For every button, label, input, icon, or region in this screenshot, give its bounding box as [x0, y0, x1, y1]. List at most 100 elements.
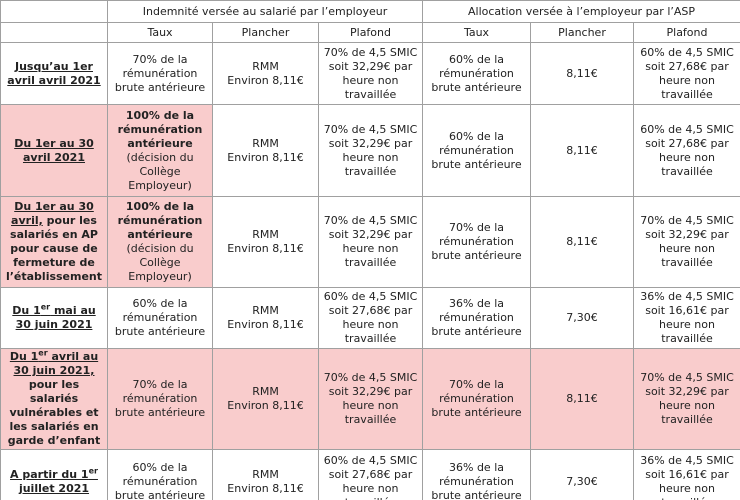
period-text: Du 1 [12, 304, 41, 317]
cell-line: 100% de la rémunération antérieure [117, 108, 203, 150]
cell: 36% de 4,5 SMIC soit 16,61€ par heure no… [632, 449, 740, 500]
cell-line: 70% de 4,5 SMIC soit 32,29€ par heure no… [323, 122, 418, 178]
cell-line: RMM [252, 385, 279, 398]
header-row: Taux Plancher Plafond Taux Plancher Plafond [0, 22, 740, 43]
group-header: Indemnité versée au salarié par l’employ… [107, 0, 423, 23]
cell-line: 8,11€ [566, 392, 598, 405]
row-label: Du 1er mai au 30 juin 2021 [0, 287, 108, 349]
cell: 60% de 4,5 SMIC soit 27,68€ par heure no… [632, 104, 740, 197]
cell-line: 36% de 4,5 SMIC soit 16,61€ par heure no… [640, 290, 734, 345]
table-row: A partir du 1er juillet 2021 60% de la ré… [0, 449, 740, 500]
period-text: Jusqu’au 1er avril avril 2021 [7, 59, 101, 87]
cell: 100% de la rémunération antérieure (décis… [107, 196, 213, 288]
cell: 70% de 4,5 SMIC soit 32,29€ par heure no… [318, 348, 423, 450]
cell-line: Environ 8,11€ [227, 318, 304, 331]
column-header: Taux [422, 22, 531, 43]
cell: 70% de la rémunération brute antérieure [422, 196, 531, 288]
cell: 8,11€ [530, 348, 634, 450]
cell-line: 70% de la rémunération brute antérieure [431, 378, 522, 419]
period: Du 1er au 30 avril 2021 [14, 137, 94, 164]
empty-cell [0, 22, 108, 43]
superscript: er [38, 348, 48, 358]
period-text: Du 1 [9, 350, 39, 363]
cell-line: 60% de la rémunération brute antérieure [114, 460, 206, 500]
cell: 100% de la rémunération antérieure (décis… [107, 104, 213, 197]
cell: RMM Environ 8,11€ [212, 42, 319, 105]
cell: 70% de 4,5 SMIC soit 32,29€ par heure no… [318, 196, 423, 288]
cell: 70% de 4,5 SMIC soit 32,29€ par heure no… [318, 42, 423, 105]
cell-line: 60% de 4,5 SMIC soit 27,68€ par heure no… [640, 45, 734, 101]
cell-line: 60% de 4,5 SMIC soit 27,68€ par heure no… [323, 453, 418, 500]
cell: 7,30€ [530, 287, 634, 349]
cell: 60% de la rémunération brute antérieure [107, 287, 213, 349]
cell-line: 8,11€ [566, 66, 598, 80]
table-row: Jusqu’au 1er avril avril 2021 70% de la r… [0, 42, 740, 105]
period: Du 1er avril au 30 juin 2021, [9, 348, 99, 378]
column-header: Plancher [212, 22, 319, 43]
group-header: Allocation versée à l’employeur par l’AS… [421, 0, 740, 23]
cell: 70% de la rémunération brute antérieure [422, 348, 531, 450]
cell-line: (décision du Collège Employeur) [126, 242, 194, 283]
cell: 60% de 4,5 SMIC soit 27,68€ par heure no… [632, 42, 740, 105]
period: Du 1er mai au 30 juin 2021 [12, 302, 96, 331]
cell-line: Environ 8,11€ [227, 399, 304, 412]
cell-line: 70% de 4,5 SMIC soit 32,29€ par heure no… [323, 371, 418, 426]
cell-line: 70% de 4,5 SMIC soit 32,29€ par heure no… [323, 214, 418, 269]
cell: 60% de 4,5 SMIC soit 27,68€ par heure no… [318, 287, 423, 349]
cell: 36% de la rémunération brute antérieure [422, 287, 531, 349]
cell-line: 36% de 4,5 SMIC soit 16,61€ par heure no… [640, 453, 734, 500]
cell-line: Environ 8,11€ [227, 242, 304, 255]
cell: 8,11€ [530, 196, 634, 288]
column-header: Plancher [530, 22, 634, 43]
cell: 70% de 4,5 SMIC soit 32,29€ par heure no… [632, 196, 740, 288]
cell-line: RMM [252, 59, 279, 73]
period-text: Du 1er au 30 avril 2021 [14, 136, 94, 164]
cell: 8,11€ [530, 42, 634, 105]
cell-line: RMM [252, 136, 279, 150]
empty-cell [0, 0, 108, 23]
period: A partir du 1er juillet 2021 [10, 466, 98, 495]
cell-line: 70% de 4,5 SMIC soit 32,29€ par heure no… [640, 214, 734, 269]
cell-line: 60% de la rémunération brute antérieure [431, 52, 522, 94]
cell: RMM Environ 8,11€ [212, 104, 319, 197]
cell-line: 36% de la rémunération brute antérieure [431, 460, 522, 500]
cell-line: RMM [252, 467, 279, 481]
cell-line: 70% de la rémunération brute antérieure [431, 221, 522, 262]
table-row: Du 1er mai au 30 juin 2021 60% de la rému… [0, 287, 740, 349]
cell-line: 70% de 4,5 SMIC soit 32,29€ par heure no… [640, 371, 734, 426]
cell-line: Environ 8,11€ [227, 481, 304, 495]
cell: 60% de 4,5 SMIC soit 27,68€ par heure no… [318, 449, 423, 500]
cell: 7,30€ [530, 449, 634, 500]
cell: RMM Environ 8,11€ [212, 348, 319, 450]
cell-line: 8,11€ [566, 235, 598, 248]
period-detail: pour les salariés en AP pour cause de fe… [5, 214, 103, 283]
row-label: Jusqu’au 1er avril avril 2021 [0, 42, 108, 105]
header-row: Indemnité versée au salarié par l’employ… [0, 0, 740, 23]
table-row: Du 1er au 30 avril, pour les salariés en… [0, 196, 740, 288]
cell-line: 60% de 4,5 SMIC soit 27,68€ par heure no… [640, 122, 734, 178]
cell: 70% de la rémunération brute antérieure [107, 348, 213, 450]
cell: RMM Environ 8,11€ [212, 287, 319, 349]
cell-line: 60% de la rémunération brute antérieure [431, 129, 522, 171]
cell: 60% de la rémunération brute antérieure [422, 42, 531, 105]
cell-line: 60% de la rémunération brute antérieure [114, 297, 206, 338]
cell-line: 7,30€ [566, 474, 598, 488]
cell: 36% de la rémunération brute antérieure [422, 449, 531, 500]
row-label: Du 1er avril au 30 juin 2021, pour les s… [0, 348, 108, 450]
column-header: Plafond [318, 22, 423, 43]
cell-line: 36% de la rémunération brute antérieure [431, 297, 522, 338]
cell: RMM Environ 8,11€ [212, 449, 319, 500]
period-text: juillet 2021 [18, 481, 90, 495]
period-text: mai au 30 juin 2021 [15, 304, 96, 331]
superscript: er [40, 302, 51, 312]
cell-line: (décision du Collège Employeur) [126, 150, 194, 192]
column-header: Plafond [632, 22, 740, 43]
cell: 60% de la rémunération brute antérieure [107, 449, 213, 500]
cell: 70% de 4,5 SMIC soit 32,29€ par heure no… [632, 348, 740, 450]
period: Jusqu’au 1er avril avril 2021 [7, 60, 100, 87]
cell-line: RMM [252, 304, 279, 317]
period-text: avril au 30 juin 2021, [13, 350, 99, 377]
cell-line: 70% de la rémunération brute antérieure [114, 378, 206, 419]
